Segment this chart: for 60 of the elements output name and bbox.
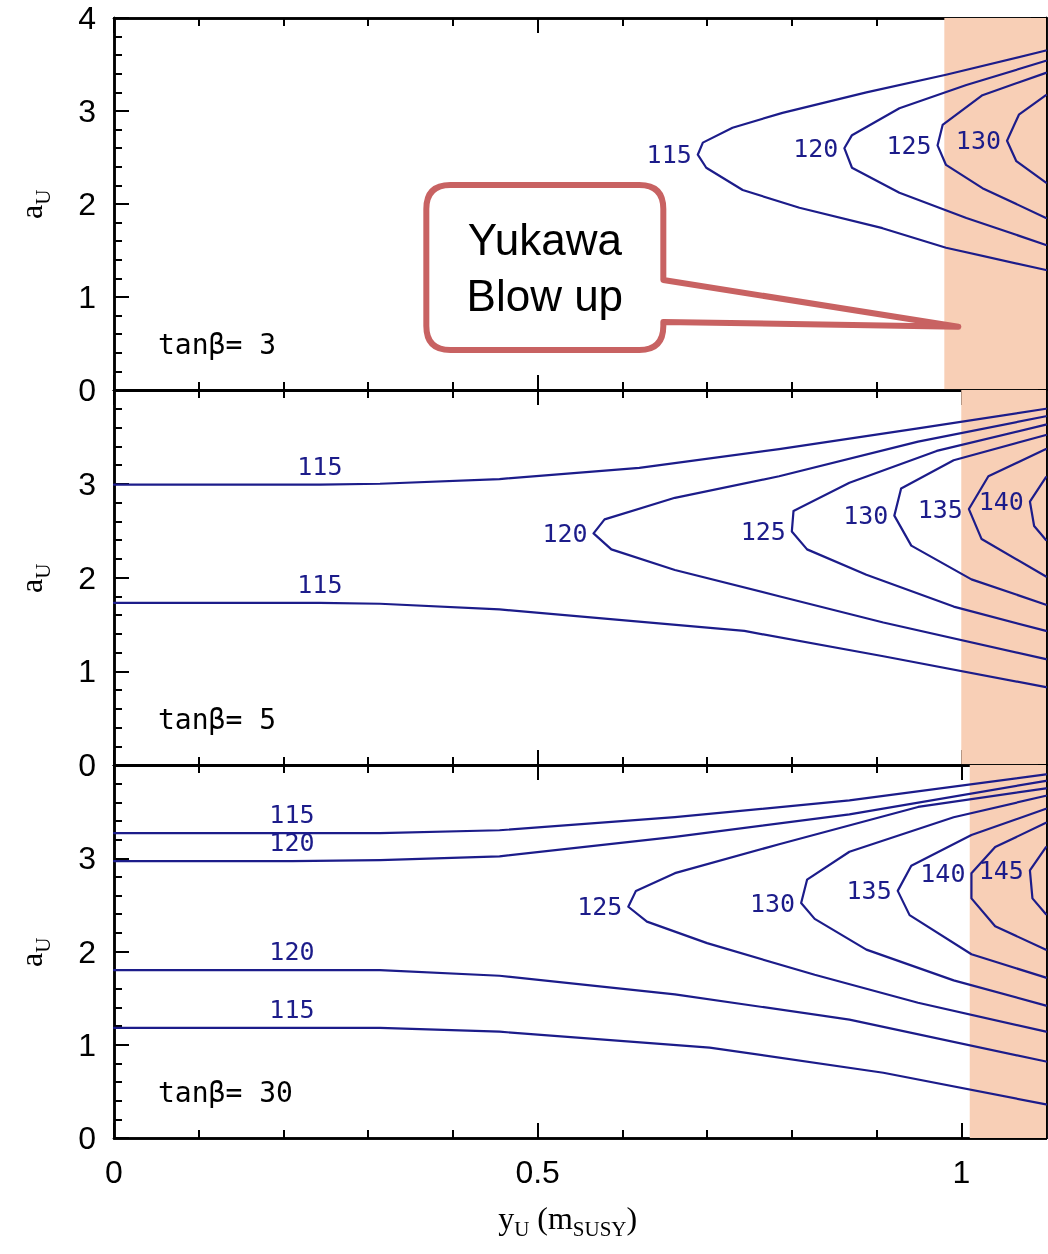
y-tick-label: 3 (78, 465, 96, 502)
y-tick-label: 1 (78, 1026, 96, 1063)
y-tick-label: 2 (78, 186, 96, 222)
line-series (1028, 845, 1048, 916)
x-axis-title: y$_{U}$ (m$_{SUSY}$) (498, 1200, 638, 1243)
line-series (843, 59, 1048, 247)
x-tick-label: 1 (952, 1154, 971, 1190)
series-label: 115 (269, 994, 315, 1024)
series-label: 140 (920, 858, 966, 888)
y-tick-label: 0 (78, 1120, 96, 1156)
series-label: 130 (749, 888, 796, 918)
y-tick-label: 2 (78, 559, 96, 596)
series-label: 135 (917, 494, 963, 524)
line-series (112, 601, 1048, 689)
line-series (112, 969, 1048, 1063)
line-series (112, 773, 1048, 835)
annotation: Yukawa Blow up (466, 214, 624, 320)
line-series (592, 415, 1048, 661)
y-tick-label: 0 (78, 747, 96, 783)
series-label: 130 (955, 126, 1002, 156)
line-series (893, 433, 1048, 606)
line-series (800, 794, 1048, 1007)
line-series (112, 407, 1048, 486)
line-series (896, 807, 1048, 979)
series-label: 120 (793, 133, 839, 163)
series-label: 120 (269, 937, 315, 967)
y-tick-label: 4 (78, 0, 96, 36)
series-label: 145 (978, 855, 1024, 885)
y-tick-label: 3 (78, 93, 96, 129)
line-series (112, 779, 1048, 863)
series-label: 115 (646, 140, 692, 170)
y-tick-label: 0 (78, 372, 96, 408)
line-series (936, 71, 1048, 220)
line-series (112, 1026, 1048, 1106)
line-series (970, 821, 1048, 951)
series-label: 125 (577, 892, 623, 922)
line-series (967, 447, 1048, 578)
annotation: tanβ= 3 (158, 327, 277, 361)
line-series (790, 423, 1048, 633)
series-label: 115 (297, 569, 343, 599)
line-series (1005, 94, 1048, 184)
y-tick-label: 2 (78, 933, 96, 970)
y-tick-label: 1 (78, 279, 96, 315)
annotation: tanβ= 5 (158, 702, 277, 736)
y-tick-label: 1 (78, 653, 96, 690)
series-label: 115 (297, 451, 343, 481)
annotation: tanβ= 30 (158, 1075, 293, 1109)
line-series (1028, 476, 1048, 542)
series-label: 130 (843, 501, 889, 531)
series-label: 115 (269, 800, 315, 830)
series-label: 140 (978, 487, 1024, 517)
series-label: 125 (886, 130, 932, 160)
y-tick-label: 3 (78, 840, 96, 877)
series-label: 125 (740, 517, 786, 547)
line-series (627, 787, 1048, 1033)
x-tick-label: 0 (105, 1154, 123, 1190)
x-tick-label: 0.5 (515, 1154, 560, 1190)
line-series (696, 49, 1048, 272)
series-label: 135 (846, 876, 892, 906)
series-label: 120 (542, 518, 588, 548)
